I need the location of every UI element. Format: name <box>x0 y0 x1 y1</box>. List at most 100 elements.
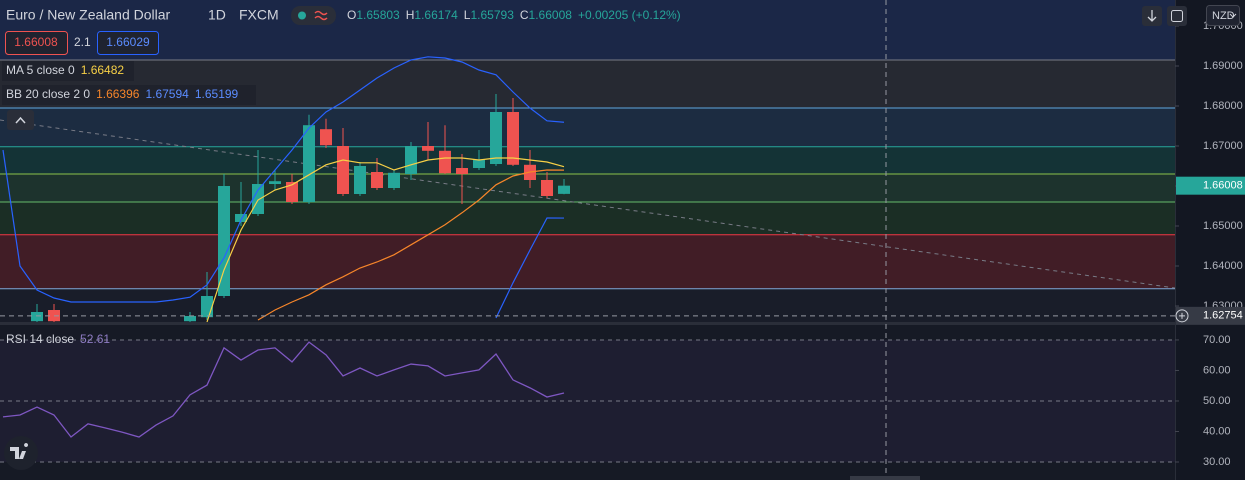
candle-body <box>31 312 43 322</box>
y-tick-label: 40.00 <box>1203 425 1231 437</box>
candle-body <box>269 181 281 184</box>
currency-button[interactable] <box>1206 5 1240 26</box>
candle-body <box>320 129 332 146</box>
ohlc-label: H <box>406 8 415 22</box>
candle-body <box>490 112 502 164</box>
collapse-button[interactable] <box>7 110 34 130</box>
price-label-bg <box>1176 176 1245 195</box>
y-tick-label: 1.64000 <box>1203 260 1243 272</box>
crosshair-price: 1.62754 <box>1203 310 1243 322</box>
download-icon <box>1147 10 1157 22</box>
candle-body <box>303 125 315 202</box>
y-tick-label: 1.69000 <box>1203 60 1243 72</box>
legend-bg <box>2 61 134 81</box>
logo <box>10 443 29 459</box>
trend-line <box>0 119 1176 289</box>
y-tick-label: 50.00 <box>1203 395 1231 407</box>
legend-value: 1.66396 <box>96 87 140 101</box>
status-icon <box>314 10 328 21</box>
candle-body <box>507 112 519 165</box>
status-pill[interactable] <box>291 6 336 25</box>
fullscreen-button[interactable] <box>1167 6 1187 26</box>
exchange: FXCM <box>239 7 279 23</box>
y-tick-label: 70.00 <box>1203 334 1231 346</box>
candle-body <box>558 185 570 194</box>
legend-bb: BB 20 close 2 0 1.66396 1.67594 1.65199 <box>6 87 239 101</box>
legend-name: MA 5 close 0 <box>6 63 75 77</box>
candle-body <box>354 166 366 194</box>
status-dot <box>298 11 306 20</box>
plot <box>0 56 1175 463</box>
sell-button[interactable] <box>5 31 68 55</box>
zone <box>0 60 1175 108</box>
zone <box>0 288 1175 322</box>
buy-button[interactable] <box>97 31 159 55</box>
currency-caret <box>1229 13 1237 18</box>
ohlc-value: 1.66174 <box>414 8 458 22</box>
add-icon <box>1179 312 1185 319</box>
candle-body <box>405 146 417 174</box>
price-axis <box>1175 0 1245 480</box>
logo-bg[interactable] <box>4 436 38 470</box>
ohlc-value: 1.65803 <box>356 8 400 22</box>
add-alert-button[interactable] <box>1175 309 1189 323</box>
candle-body <box>218 186 230 296</box>
indicator-line <box>495 217 565 319</box>
ohlc-value: 1.66008 <box>529 8 573 22</box>
legend-name: RSI 14 close <box>6 332 74 346</box>
rsi-pane <box>0 325 1175 480</box>
legend-value: 1.65199 <box>195 87 239 101</box>
legend-value: 1.67594 <box>145 87 189 101</box>
legend-value: 1.66482 <box>81 63 125 77</box>
candle-body <box>252 184 264 214</box>
scrollbar[interactable] <box>850 476 920 480</box>
ohlc: O1.65803 H1.66174 L1.65793 C1.66008 +0.00205… <box>347 8 681 22</box>
change: +0.00205 (+0.12%) <box>578 8 681 22</box>
y-tick-label: 1.68000 <box>1203 100 1243 112</box>
zone <box>0 202 1175 235</box>
fullscreen-icon <box>1171 10 1183 22</box>
zone <box>0 108 1175 147</box>
candle-body <box>541 180 553 196</box>
spread: 2.1 <box>74 35 91 49</box>
series-line <box>2 341 565 438</box>
zone <box>0 234 1175 289</box>
zone <box>0 146 1175 174</box>
zone <box>0 174 1175 202</box>
candle-body <box>388 172 400 188</box>
currency: NZD <box>1212 10 1235 22</box>
candle-body <box>456 168 468 174</box>
y-tick-label: 1.65000 <box>1203 220 1243 232</box>
zones <box>0 0 1175 322</box>
candle-body <box>473 160 485 168</box>
indicator-line <box>206 157 565 322</box>
y-tick-label: 60.00 <box>1203 364 1231 376</box>
last-price: 1.66008 <box>1203 180 1243 192</box>
ohlc-label: O <box>347 8 356 22</box>
legend-name: BB 20 close 2 0 <box>6 87 90 101</box>
axis-labels: 1.630001.640001.650001.660001.670001.680… <box>1175 20 1245 468</box>
legend-bg <box>2 85 256 105</box>
legend-rsi: RSI 14 close 52.61 <box>6 332 110 346</box>
ohlc-label: C <box>520 8 529 22</box>
y-tick-label: 1.67000 <box>1203 140 1243 152</box>
ohlc-value: 1.65793 <box>470 8 514 22</box>
candle-body <box>439 150 451 174</box>
interval[interactable]: 1D <box>208 7 226 23</box>
candle-body <box>184 316 196 322</box>
crosshair-label-bg <box>1176 306 1245 325</box>
candle-body <box>337 146 349 194</box>
ohlc-label: L <box>464 8 471 22</box>
y-tick-label: 30.00 <box>1203 456 1231 468</box>
candle-body <box>286 182 298 202</box>
indicator-line <box>257 169 565 321</box>
symbol: Euro / New Zealand Dollar <box>6 7 171 23</box>
zone <box>0 0 1175 60</box>
candle-body <box>422 146 434 151</box>
indicator-line <box>2 56 565 303</box>
ask: 1.66029 <box>106 35 150 49</box>
bid: 1.66008 <box>14 35 58 49</box>
legend-ma: MA 5 close 0 1.66482 <box>6 63 124 77</box>
